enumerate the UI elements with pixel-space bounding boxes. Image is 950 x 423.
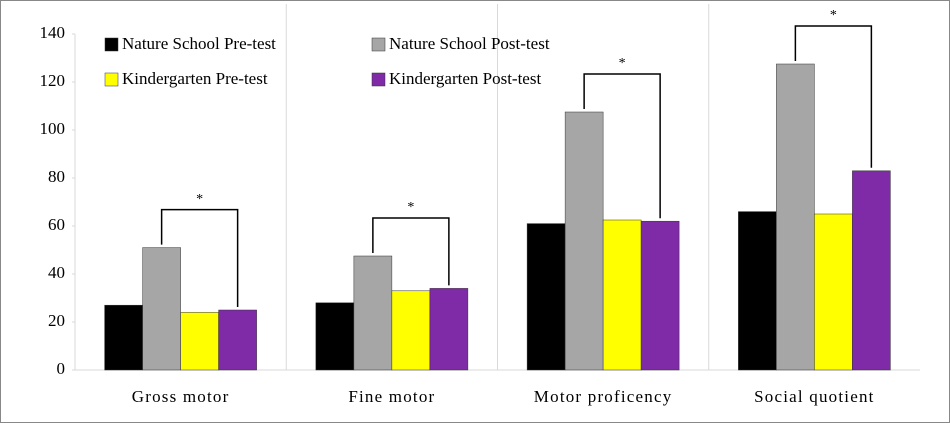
bar [353,255,393,371]
bar [391,290,431,371]
significance-bracket [583,73,661,219]
y-tick-label: 120 [40,71,66,90]
significance-bracket [160,208,239,307]
bar [315,302,355,371]
x-tick-label: Gross motor [132,387,230,406]
legend-label: Nature School Post-test [389,34,550,53]
y-tick-label: 80 [48,167,65,186]
x-tick-label: Fine motor [348,387,435,406]
bar [180,312,219,371]
legend-swatch [104,37,119,52]
x-tick-label: Social quotient [754,387,874,406]
significance-bracket [372,217,450,286]
bar [852,170,891,371]
bar [526,223,566,371]
y-tick-label: 40 [48,263,65,282]
bar [429,288,469,371]
y-tick-label: 0 [57,359,66,378]
y-tick-label: 100 [40,119,66,138]
bar [738,211,777,371]
bar [776,63,815,371]
bar [104,304,143,371]
bar [640,220,680,371]
legend-swatch [371,37,386,52]
legend-label: Kindergarten Post-test [389,69,541,88]
bar [564,111,604,371]
annotation: * [196,192,203,207]
y-tick-label: 60 [48,215,65,234]
bar [814,213,853,371]
legend-swatch [104,72,119,87]
x-tick-label: Motor proficency [534,387,673,406]
y-tick-label: 20 [48,311,65,330]
significance-bracket [794,25,873,168]
annotation: * [407,200,414,215]
bar [142,247,181,371]
annotation: * [830,8,837,23]
legend-swatch [371,72,386,87]
legend-label: Kindergarten Pre-test [122,69,268,88]
legend-label: Nature School Pre-test [122,34,276,53]
bar [602,219,642,371]
bar [218,309,257,371]
y-tick-label: 140 [40,23,66,42]
annotation: * [619,56,626,71]
